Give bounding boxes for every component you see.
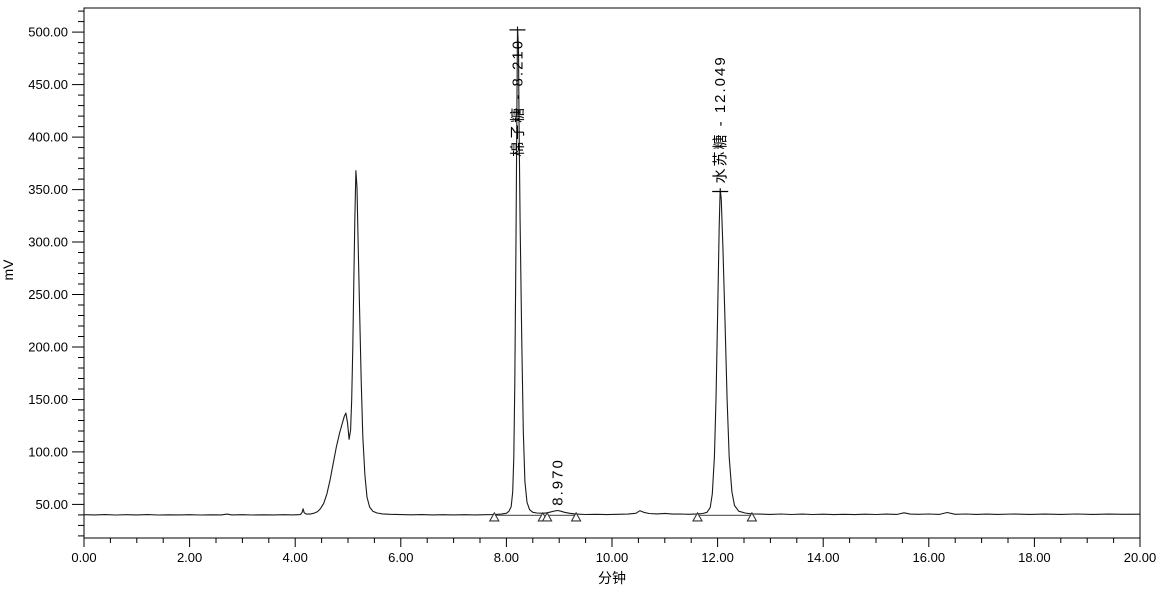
x-axis-title: 分钟: [598, 570, 626, 586]
x-tick-label: 8.00: [494, 550, 519, 565]
x-tick-label: 14.00: [807, 550, 840, 565]
integration-marker-icon: [692, 511, 703, 522]
x-tick-label: 18.00: [1018, 550, 1051, 565]
y-tick-label: 400.00: [28, 130, 68, 145]
integration-marker-icon: [746, 511, 758, 522]
x-tick-label: 16.00: [913, 550, 946, 565]
trace-line: [83, 26, 1141, 516]
y-tick-label: 450.00: [28, 77, 68, 92]
y-tick-label: 250.00: [28, 287, 68, 302]
x-tick-label: 6.00: [388, 550, 413, 565]
y-tick-label: 500.00: [28, 25, 68, 40]
integration-marker-icon: [488, 511, 500, 522]
peak-label: 水苏糖 - 12.049: [712, 55, 729, 183]
x-tick-label: 12.00: [701, 550, 734, 565]
integration-marker-icon: [541, 511, 553, 522]
x-tick-label: 2.00: [177, 550, 202, 565]
plot-frame: [83, 7, 1141, 539]
y-axis-title: mV: [0, 259, 16, 281]
x-tick-label: 4.00: [283, 550, 308, 565]
peak-label: 棉子糖 - 8.210: [510, 39, 527, 157]
y-tick-label: 100.00: [28, 444, 68, 459]
x-tick-label: 20.00: [1124, 550, 1157, 565]
x-tick-label: 10.00: [596, 550, 629, 565]
y-tick-label: 150.00: [28, 392, 68, 407]
y-tick-label: 300.00: [28, 235, 68, 250]
y-tick-label: 200.00: [28, 340, 68, 355]
peak-label: 8.970: [550, 458, 567, 506]
x-tick-label: 0.00: [71, 550, 96, 565]
integration-marker-icon: [570, 511, 582, 522]
y-tick-label: 350.00: [28, 182, 68, 197]
y-tick-label: 50.00: [35, 497, 68, 512]
